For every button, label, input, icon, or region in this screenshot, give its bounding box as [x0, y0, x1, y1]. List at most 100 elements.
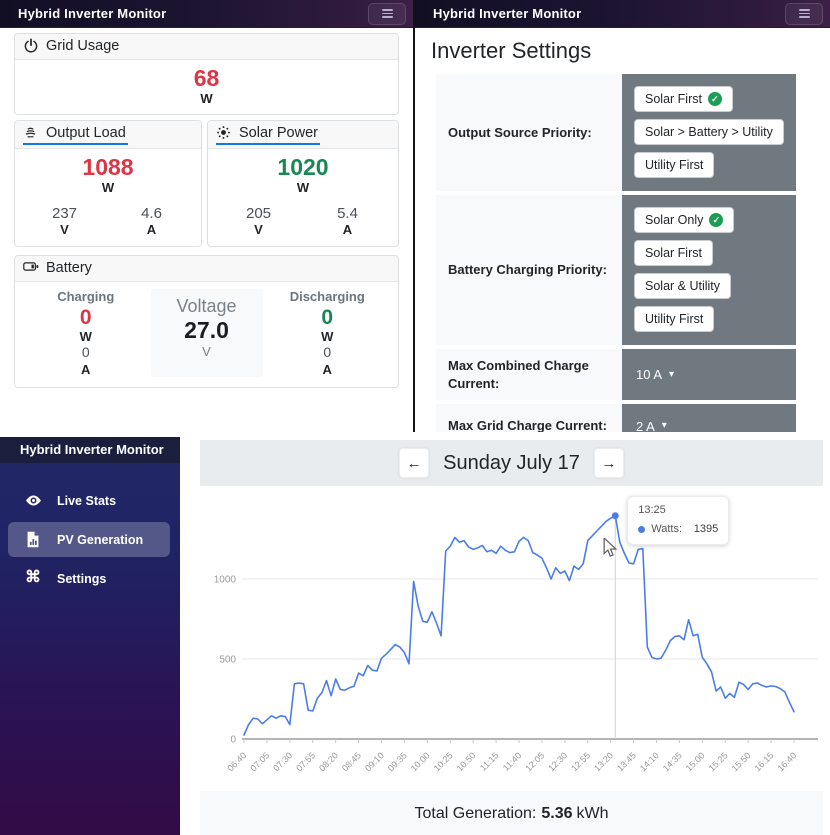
voltage-value: 27.0: [184, 316, 229, 343]
discharging-watts-unit: W: [321, 328, 334, 344]
app-title: Hybrid Inverter Monitor: [433, 6, 582, 21]
top-row: Hybrid Inverter Monitor Grid Usage: [0, 0, 830, 432]
output-volts-unit: V: [60, 222, 69, 238]
previous-day-button[interactable]: ←: [399, 448, 430, 478]
date-header: ← Sunday July 17 →: [200, 440, 823, 486]
svg-text:09:35: 09:35: [386, 750, 409, 773]
svg-text:12:05: 12:05: [523, 750, 546, 773]
voltage-unit: V: [202, 344, 211, 360]
setting-label: Output Source Priority:: [436, 74, 622, 191]
output-watts-unit: W: [101, 180, 115, 196]
option-utility-first-charge[interactable]: Utility First: [634, 306, 715, 332]
date-title: Sunday July 17: [443, 451, 580, 474]
command-icon: ⌘: [25, 569, 41, 586]
tooltip-value: 1395: [693, 523, 719, 535]
sidebar-item-pv-generation[interactable]: PV Generation: [8, 522, 170, 557]
max-grid-current-dropdown[interactable]: 2 A ▾: [622, 404, 796, 432]
sun-icon: [216, 125, 232, 141]
menu-button[interactable]: [368, 2, 406, 25]
option-solar-first[interactable]: Solar First ✓: [634, 86, 733, 112]
svg-text:07:30: 07:30: [271, 750, 294, 773]
pv-chart-area[interactable]: 0 500 1000 06:40 07:05 07:30 07:55 08:20 08:45 09…: [200, 492, 823, 788]
svg-text:14:10: 14:10: [638, 750, 661, 773]
charging-label: Charging: [57, 288, 115, 304]
setting-label: Battery Charging Priority:: [436, 195, 622, 345]
discharging-label: Discharging: [289, 288, 365, 304]
battery-card: Battery Charging 0 W 0 A Voltage: [14, 254, 399, 389]
discharging-amps-value: 0: [323, 344, 332, 361]
tooltip-series-label: Watts:: [651, 523, 683, 535]
settings-table: Output Source Priority: Solar First ✓ So…: [436, 74, 796, 432]
svg-text:13:45: 13:45: [615, 750, 638, 773]
solar-volts-value: 205: [245, 205, 272, 223]
option-solar-and-utility[interactable]: Solar & Utility: [634, 273, 732, 299]
output-load-card: Output Load 1088 W 237 V: [14, 120, 202, 247]
svg-text:15:00: 15:00: [684, 750, 707, 773]
setting-label: Max Combined Charge Current:: [436, 349, 622, 401]
navbar-settings: Hybrid Inverter Monitor: [415, 0, 830, 28]
option-label: Solar > Battery > Utility: [645, 125, 773, 139]
total-generation-value: 5.36: [541, 804, 573, 822]
total-generation-label: Total Generation:: [414, 804, 537, 822]
battery-body: Charging 0 W 0 A Voltage 27.0 V Disc: [15, 282, 398, 388]
svg-text:10:25: 10:25: [432, 750, 455, 773]
solar-power-title: Solar Power: [239, 125, 318, 142]
output-watts-value: 1088: [82, 154, 134, 181]
app-title: Hybrid Inverter Monitor: [18, 6, 167, 21]
menu-button[interactable]: [785, 2, 823, 25]
solar-amps-value: 5.4: [337, 205, 358, 223]
svg-text:12:30: 12:30: [546, 750, 569, 773]
live-stats-panel: Hybrid Inverter Monitor Grid Usage: [0, 0, 415, 432]
setting-row-max-grid-current: Max Grid Charge Current: 2 A ▾: [436, 404, 796, 432]
sidebar-item-settings[interactable]: ⌘ Settings: [8, 561, 170, 596]
eye-icon: [25, 492, 42, 509]
svg-text:12:55: 12:55: [569, 750, 592, 773]
svg-text:500: 500: [219, 655, 236, 666]
svg-text:14:35: 14:35: [661, 750, 684, 773]
battery-discharging-column: Discharging 0 W 0 A: [267, 289, 389, 378]
solar-watts-value: 1020: [277, 154, 329, 181]
caret-down-icon: ▾: [661, 420, 667, 432]
svg-text:13:20: 13:20: [592, 750, 615, 773]
grid-usage-header: Grid Usage: [15, 34, 398, 60]
sidebar-item-label: Live Stats: [57, 493, 117, 508]
output-load-body: 1088 W: [15, 149, 201, 203]
svg-text:15:50: 15:50: [730, 750, 753, 773]
cfl-bulb-icon: [23, 125, 39, 141]
battery-header: Battery: [15, 255, 398, 282]
sidebar-item-live-stats[interactable]: Live Stats: [8, 483, 170, 518]
setting-row-max-combined-current: Max Combined Charge Current: 10 A ▾: [436, 349, 796, 401]
sidebar-item-label: PV Generation: [57, 532, 144, 547]
svg-text:09:10: 09:10: [363, 750, 386, 773]
svg-text:07:55: 07:55: [294, 750, 317, 773]
charging-watts-unit: W: [79, 328, 92, 344]
option-solar-first-charge[interactable]: Solar First: [634, 240, 713, 266]
live-stats-content: Grid Usage 68 W: [0, 28, 413, 398]
output-load-title: Output Load: [46, 125, 126, 142]
max-combined-current-dropdown[interactable]: 10 A ▾: [622, 349, 796, 401]
solar-amps-unit: A: [342, 222, 353, 238]
svg-text:11:15: 11:15: [478, 750, 501, 773]
solar-power-card: Solar Power 1020 W 205 V: [207, 120, 399, 247]
option-solar-battery-utility[interactable]: Solar > Battery > Utility: [634, 119, 784, 145]
series-dot-icon: [638, 525, 646, 533]
next-day-button[interactable]: →: [593, 448, 624, 478]
option-solar-only[interactable]: Solar Only ✓: [634, 207, 735, 233]
svg-text:11:40: 11:40: [501, 750, 524, 773]
output-volts-value: 237: [51, 205, 78, 223]
svg-text:06:40: 06:40: [225, 750, 248, 773]
battery-title: Battery: [46, 259, 92, 276]
caret-down-icon: ▾: [669, 368, 675, 380]
inverter-settings-heading: Inverter Settings: [431, 38, 592, 63]
inverter-settings-panel: Hybrid Inverter Monitor Inverter Setting…: [415, 0, 830, 432]
grid-watts-unit: W: [200, 91, 213, 107]
arrow-right-icon: →: [601, 454, 617, 472]
option-label: Solar First: [645, 92, 702, 106]
solar-volts-unit: V: [254, 222, 263, 238]
pv-main: ← Sunday July 17 → 0 500 1000 06:40 07:05 07:…: [180, 432, 830, 835]
option-utility-first[interactable]: Utility First: [634, 152, 715, 178]
dropdown-value: 2 A: [636, 418, 655, 432]
grid-watts-value: 68: [193, 65, 220, 91]
